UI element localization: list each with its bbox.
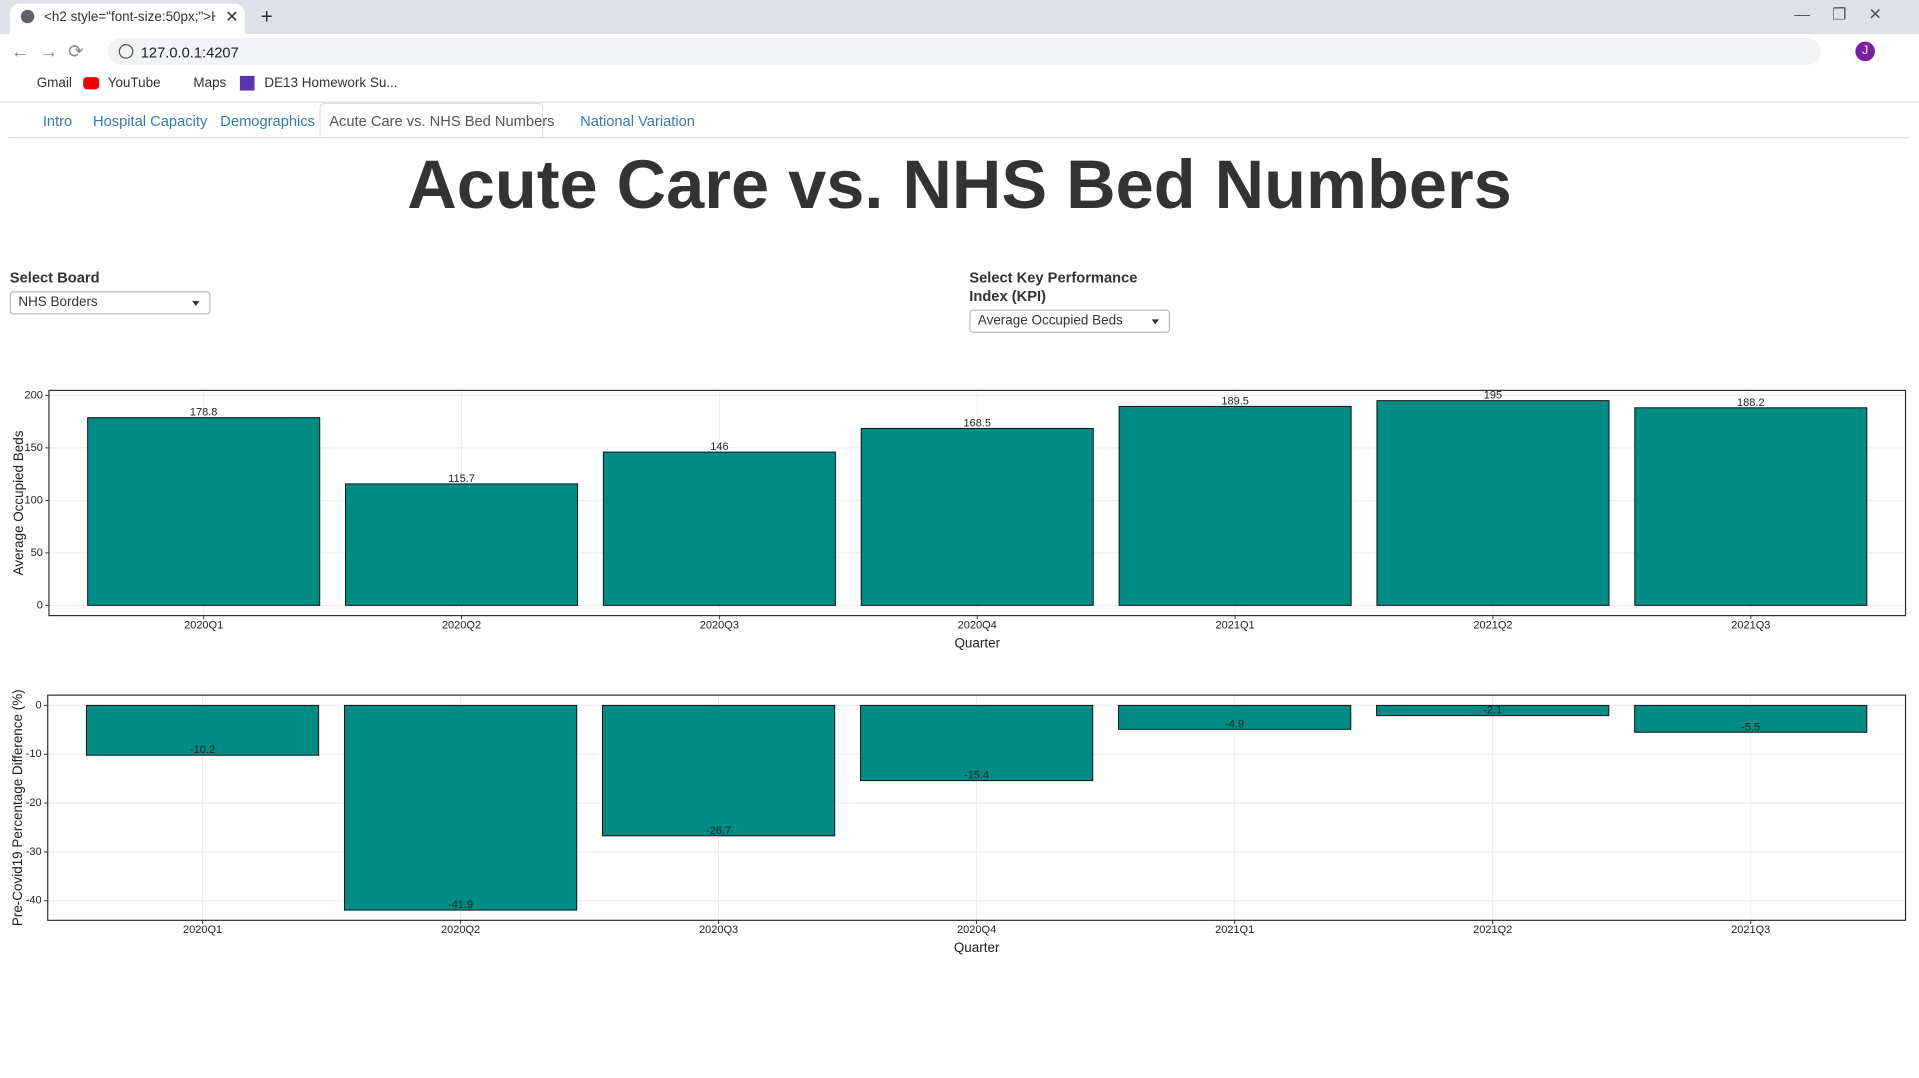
y-axis-title: Average Occupied Beds bbox=[11, 430, 26, 575]
tab-close[interactable]: ✕ bbox=[225, 7, 239, 26]
value-label: -2.1 bbox=[1483, 705, 1502, 717]
active-tab[interactable] bbox=[319, 102, 544, 138]
x-tick-label: 2021Q2 bbox=[1473, 619, 1512, 631]
x-tick-label: 2021Q3 bbox=[1731, 924, 1770, 936]
value-label: -5.5 bbox=[1741, 721, 1760, 733]
tab-icon bbox=[20, 9, 35, 24]
y-tick-label: -10 bbox=[26, 748, 42, 760]
y-tick-label: -40 bbox=[26, 895, 42, 907]
new-tab[interactable]: + bbox=[260, 4, 273, 29]
select-value: Average Occupied Beds bbox=[977, 313, 1123, 328]
y-axis-title: Pre-Covid19 Percentage Difference (%) bbox=[10, 689, 25, 926]
x-axis-title: Quarter bbox=[954, 940, 1000, 955]
x-tick-label: 2021Q1 bbox=[1215, 924, 1254, 936]
nav-buttons[interactable]: ← → ⟳ bbox=[11, 41, 84, 63]
bar bbox=[860, 704, 1094, 782]
y-tick-label: 0 bbox=[35, 699, 41, 711]
y-tick-label: -20 bbox=[26, 797, 42, 809]
divider bbox=[8, 137, 1910, 139]
panel-border bbox=[47, 694, 1907, 921]
x-tick-label: 2020Q2 bbox=[442, 619, 481, 631]
bar bbox=[1118, 405, 1352, 606]
bookmark[interactable]: Gmail bbox=[36, 75, 72, 91]
y-tick-label: 150 bbox=[24, 442, 42, 454]
nav-tab[interactable]: National Variation bbox=[580, 112, 695, 130]
value-label: 168.5 bbox=[963, 417, 991, 429]
x-tick-label: 2020Q3 bbox=[700, 619, 739, 631]
bar bbox=[860, 427, 1094, 606]
value-label: 146 bbox=[710, 441, 728, 453]
nav-tab[interactable]: Intro bbox=[42, 112, 73, 130]
bar bbox=[1118, 704, 1352, 730]
profile[interactable]: J bbox=[1855, 41, 1875, 62]
value-label: 195 bbox=[1484, 390, 1502, 402]
nav-tab[interactable]: Hospital Capacity bbox=[93, 112, 208, 130]
x-tick-label: 2020Q3 bbox=[699, 924, 738, 936]
y-tick-label: -30 bbox=[26, 846, 42, 858]
select[interactable]: NHS Borders bbox=[9, 291, 211, 315]
control-label: Select Key Performance Index (KPI) bbox=[969, 269, 1138, 305]
bar bbox=[602, 451, 836, 606]
y-tick-label: 0 bbox=[37, 599, 43, 611]
x-tick-label: 2021Q2 bbox=[1473, 924, 1512, 936]
tab-bar bbox=[0, 0, 1919, 35]
browser-tab[interactable] bbox=[9, 3, 245, 35]
url: 127.0.0.1:4207 bbox=[140, 44, 239, 62]
bar bbox=[1376, 400, 1610, 606]
y-tick-label: 200 bbox=[24, 389, 42, 401]
bar bbox=[1634, 704, 1868, 733]
bar bbox=[602, 704, 836, 837]
bar bbox=[345, 483, 579, 606]
value-label: 188.2 bbox=[1737, 397, 1765, 409]
x-tick-label: 2020Q1 bbox=[183, 924, 222, 936]
x-tick-label: 2021Q1 bbox=[1216, 619, 1255, 631]
info-icon[interactable] bbox=[118, 44, 134, 59]
bookmark[interactable]: YouTube bbox=[107, 75, 161, 91]
value-label: -26.7 bbox=[706, 825, 731, 837]
bookmark-icon bbox=[83, 77, 100, 90]
value-label: -41.9 bbox=[448, 899, 473, 911]
panel-border bbox=[48, 389, 1907, 617]
bar bbox=[1376, 704, 1610, 717]
bar bbox=[85, 704, 320, 756]
bar bbox=[343, 704, 578, 911]
value-label: -4.9 bbox=[1225, 718, 1244, 730]
value-label: -10.2 bbox=[190, 744, 215, 756]
heading: Acute Care vs. NHS Bed Numbers bbox=[407, 145, 1512, 223]
x-tick-label: 2020Q2 bbox=[441, 924, 480, 936]
value-label: 189.5 bbox=[1221, 395, 1249, 407]
value-label: -15.4 bbox=[964, 770, 989, 782]
bar bbox=[87, 417, 321, 606]
x-tick-label: 2020Q4 bbox=[957, 924, 996, 936]
bar bbox=[1634, 407, 1868, 606]
nav-tab[interactable]: Acute Care vs. NHS Bed Numbers bbox=[329, 112, 555, 130]
value-label: 115.7 bbox=[448, 473, 475, 485]
nav-tab[interactable]: Demographics bbox=[220, 112, 315, 130]
address-bar[interactable] bbox=[107, 37, 1822, 65]
x-tick-label: 2020Q1 bbox=[184, 619, 223, 631]
tab-title: <h2 style="font-size:50px;">Hea bbox=[44, 9, 215, 25]
x-tick-label: 2021Q3 bbox=[1731, 619, 1770, 631]
x-axis-title: Quarter bbox=[954, 635, 1000, 650]
divider bbox=[0, 101, 1919, 103]
y-tick-label: 50 bbox=[31, 547, 43, 559]
y-tick-label: 100 bbox=[24, 494, 42, 506]
bookmark-icon bbox=[239, 75, 255, 91]
bookmark[interactable]: DE13 Homework Su... bbox=[264, 75, 398, 91]
x-tick-label: 2020Q4 bbox=[958, 619, 997, 631]
select-value: NHS Borders bbox=[18, 294, 98, 310]
bookmark[interactable]: Maps bbox=[193, 75, 227, 91]
control-label: Select Board bbox=[9, 269, 100, 287]
value-label: 178.8 bbox=[190, 407, 218, 419]
window-controls[interactable]: — ❐ ✕ bbox=[1794, 4, 1882, 24]
select[interactable]: Average Occupied Beds bbox=[969, 309, 1171, 333]
